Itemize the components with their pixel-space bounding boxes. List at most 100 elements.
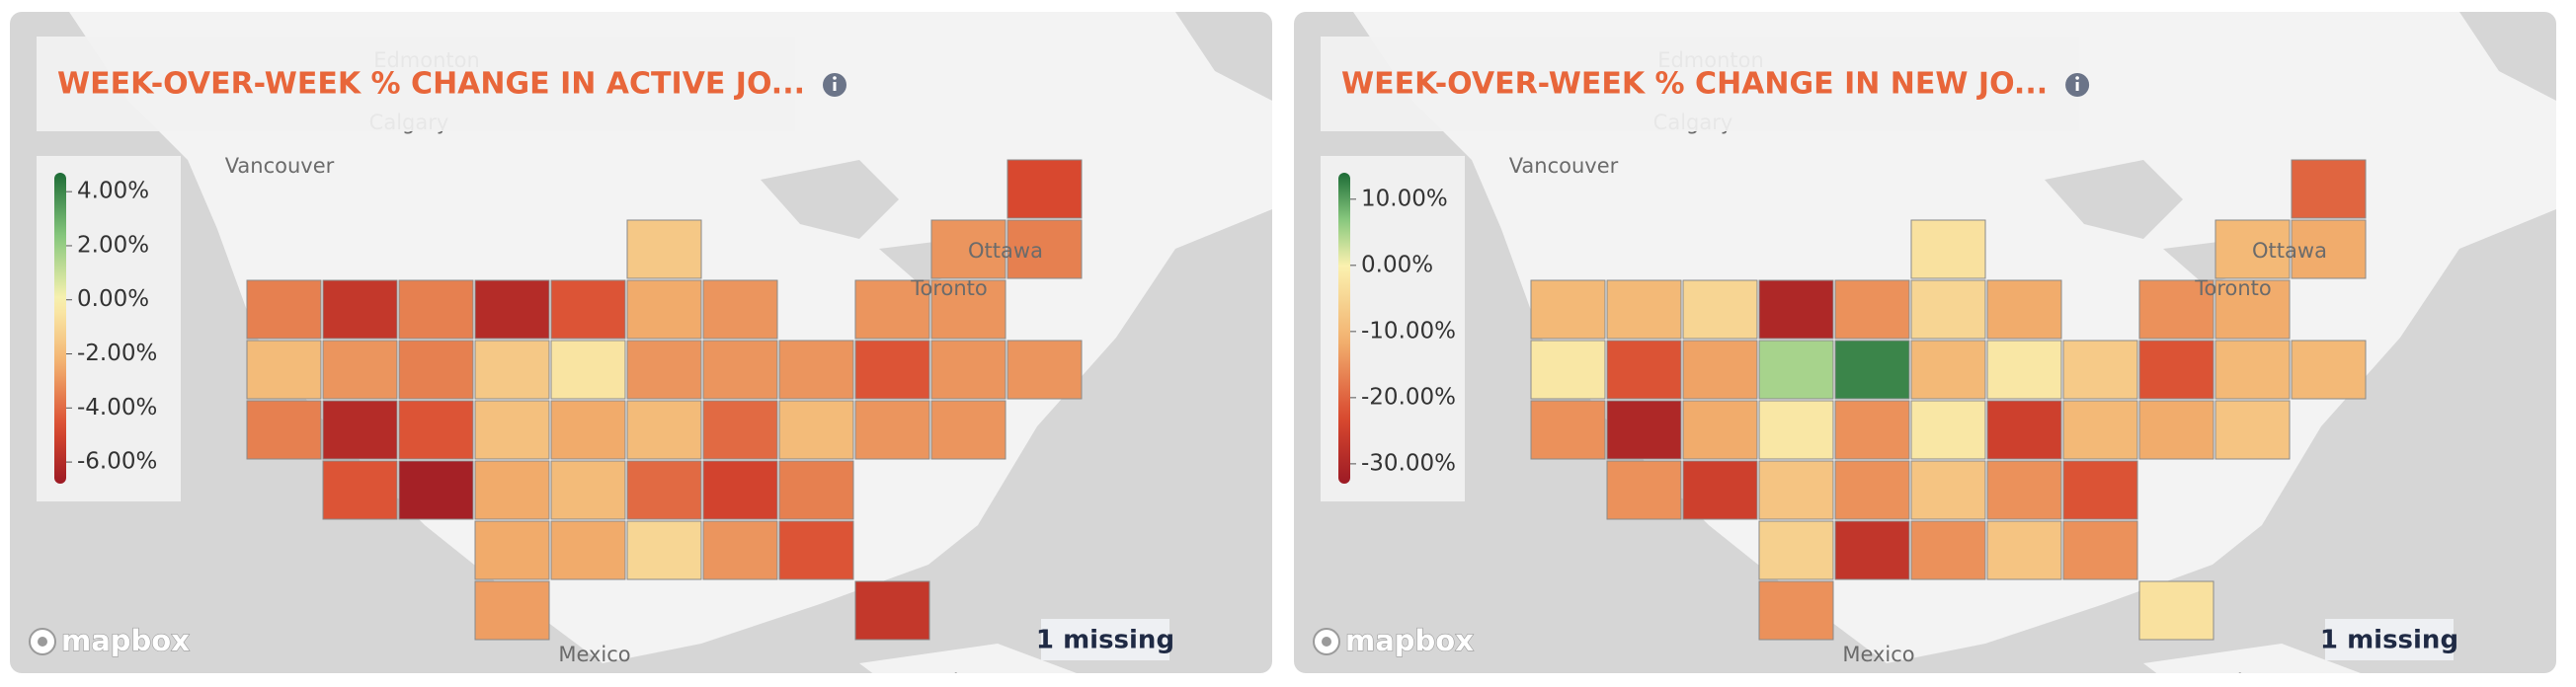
state[interactable] — [550, 279, 626, 340]
state[interactable] — [2291, 340, 2367, 400]
state[interactable] — [930, 340, 1006, 400]
state[interactable] — [1682, 460, 1758, 520]
state[interactable] — [474, 460, 550, 520]
state[interactable] — [702, 340, 778, 400]
state[interactable] — [550, 520, 626, 580]
state[interactable] — [1530, 340, 1606, 400]
state[interactable] — [1910, 340, 1986, 400]
state[interactable] — [1910, 520, 1986, 580]
state[interactable] — [702, 400, 778, 460]
state[interactable] — [474, 400, 550, 460]
state[interactable] — [246, 279, 322, 340]
state[interactable] — [322, 279, 398, 340]
state[interactable] — [2138, 400, 2214, 460]
state[interactable] — [1758, 520, 1834, 580]
state[interactable] — [1986, 460, 2062, 520]
state[interactable] — [1910, 279, 1986, 340]
state[interactable] — [2062, 400, 2138, 460]
state[interactable] — [550, 460, 626, 520]
state[interactable] — [930, 279, 1006, 340]
state[interactable] — [2214, 219, 2291, 279]
state[interactable] — [1758, 279, 1834, 340]
state[interactable] — [474, 340, 550, 400]
state[interactable] — [1006, 159, 1083, 219]
state[interactable] — [322, 460, 398, 520]
state[interactable] — [1006, 219, 1083, 279]
state[interactable] — [1986, 279, 2062, 340]
attribution: mapbox — [1345, 624, 1474, 657]
state[interactable] — [930, 219, 1006, 279]
state[interactable] — [1682, 340, 1758, 400]
state[interactable] — [1834, 340, 1910, 400]
state[interactable] — [398, 460, 474, 520]
state[interactable] — [1606, 279, 1682, 340]
state[interactable] — [626, 340, 702, 400]
state[interactable] — [2138, 340, 2214, 400]
state[interactable] — [778, 520, 854, 580]
state[interactable] — [246, 400, 322, 460]
state[interactable] — [626, 400, 702, 460]
state[interactable] — [550, 340, 626, 400]
state[interactable] — [1834, 460, 1910, 520]
state[interactable] — [854, 580, 930, 641]
state[interactable] — [1834, 400, 1910, 460]
state[interactable] — [1986, 340, 2062, 400]
state[interactable] — [702, 460, 778, 520]
state[interactable] — [2291, 159, 2367, 219]
state[interactable] — [2138, 580, 2214, 641]
state[interactable] — [854, 400, 930, 460]
state[interactable] — [626, 520, 702, 580]
state[interactable] — [778, 460, 854, 520]
state[interactable] — [1910, 460, 1986, 520]
state[interactable] — [398, 400, 474, 460]
state[interactable] — [1758, 400, 1834, 460]
state[interactable] — [2138, 279, 2214, 340]
state[interactable] — [2291, 219, 2367, 279]
state[interactable] — [854, 279, 930, 340]
state[interactable] — [1834, 520, 1910, 580]
state[interactable] — [1758, 580, 1834, 641]
state[interactable] — [778, 400, 854, 460]
state[interactable] — [2062, 340, 2138, 400]
state[interactable] — [854, 340, 930, 400]
state[interactable] — [2062, 460, 2138, 520]
state[interactable] — [702, 520, 778, 580]
state[interactable] — [398, 279, 474, 340]
state[interactable] — [474, 279, 550, 340]
state[interactable] — [1006, 340, 1083, 400]
state[interactable] — [1606, 460, 1682, 520]
state[interactable] — [930, 400, 1006, 460]
state[interactable] — [1606, 400, 1682, 460]
state[interactable] — [702, 279, 778, 340]
state[interactable] — [322, 400, 398, 460]
state[interactable] — [474, 520, 550, 580]
state[interactable] — [1682, 400, 1758, 460]
state[interactable] — [1530, 400, 1606, 460]
state[interactable] — [626, 460, 702, 520]
state[interactable] — [2214, 279, 2291, 340]
colorbar — [54, 173, 66, 484]
state[interactable] — [474, 580, 550, 641]
state[interactable] — [1986, 400, 2062, 460]
state[interactable] — [1910, 219, 1986, 279]
state[interactable] — [398, 340, 474, 400]
state[interactable] — [2214, 400, 2291, 460]
state[interactable] — [2214, 340, 2291, 400]
state[interactable] — [626, 279, 702, 340]
state[interactable] — [550, 400, 626, 460]
colorbar-label: 0.00% — [77, 286, 149, 312]
state[interactable] — [1986, 520, 2062, 580]
state[interactable] — [1758, 460, 1834, 520]
state[interactable] — [1530, 279, 1606, 340]
state[interactable] — [1758, 340, 1834, 400]
state[interactable] — [1834, 279, 1910, 340]
state[interactable] — [246, 340, 322, 400]
state[interactable] — [778, 340, 854, 400]
state[interactable] — [1682, 279, 1758, 340]
state[interactable] — [1606, 340, 1682, 400]
state[interactable] — [626, 219, 702, 279]
place-label: Toronto — [910, 276, 988, 300]
state[interactable] — [322, 340, 398, 400]
state[interactable] — [1910, 400, 1986, 460]
state[interactable] — [2062, 520, 2138, 580]
